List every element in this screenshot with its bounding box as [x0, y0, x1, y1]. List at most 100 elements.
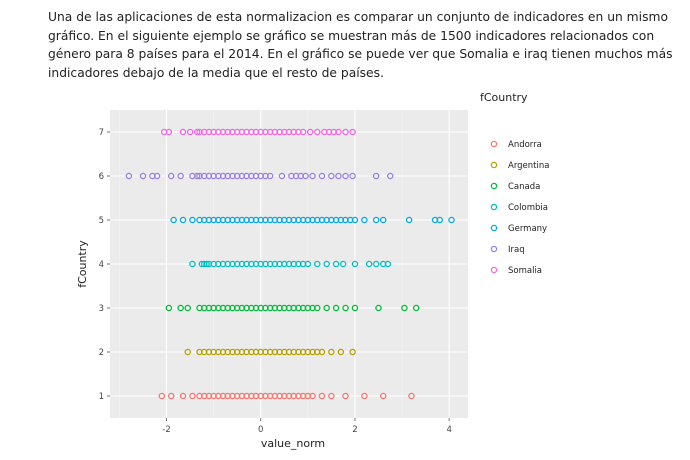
data-point: [203, 260, 210, 268]
legend-marker: [490, 140, 498, 148]
data-point: [186, 128, 194, 136]
data-point: [167, 172, 175, 180]
data-point: [179, 216, 187, 224]
data-point: [179, 128, 187, 136]
data-point: [193, 172, 201, 180]
data-point: [167, 392, 175, 400]
legend: fCountry Andorra Argentina Canada Colombia G…: [480, 91, 549, 276]
data-point: [189, 216, 196, 224]
data-point: [379, 216, 387, 224]
data-point: [309, 392, 316, 400]
data-point: [339, 260, 347, 268]
data-point: [318, 392, 326, 400]
data-point: [193, 128, 201, 136]
data-point: [332, 304, 340, 312]
data-point: [318, 348, 326, 356]
data-point: [306, 128, 314, 136]
data-point: [184, 348, 191, 356]
data-point: [349, 128, 356, 136]
data-point: [342, 392, 349, 400]
x-axis-title: value_norm: [261, 437, 325, 450]
legend-label: Argentina: [508, 161, 549, 171]
data-point: [179, 392, 187, 400]
series-andorra: [158, 392, 415, 400]
legend-label: Iraq: [508, 245, 525, 255]
legend-marker: [490, 245, 498, 253]
data-point: [266, 172, 274, 180]
data-point: [335, 172, 342, 180]
data-point: [361, 216, 368, 224]
data-point: [165, 128, 173, 136]
y-axis-title: fCountry: [76, 240, 89, 288]
x-tick-label: 2: [352, 425, 357, 435]
data-point: [387, 172, 394, 180]
legend-label: Germany: [508, 224, 547, 234]
x-tick-label: 0: [258, 425, 263, 435]
y-tick-label: 2: [99, 348, 104, 358]
series-colombia: [189, 260, 392, 268]
legend-label: Canada: [508, 182, 540, 192]
y-tick-label: 7: [99, 128, 104, 138]
data-point: [328, 392, 335, 400]
legend-label: Colombia: [508, 203, 548, 213]
data-point: [379, 392, 387, 400]
data-point: [323, 304, 330, 312]
data-point: [189, 392, 196, 400]
x-tick-label: -2: [162, 425, 170, 435]
x-tick-label: 4: [446, 425, 451, 435]
data-point: [342, 304, 349, 312]
y-tick-label: 1: [99, 392, 104, 402]
data-point: [323, 260, 330, 268]
data-point: [177, 304, 184, 312]
data-point: [349, 348, 356, 356]
intro-paragraph: Una de las aplicaciones de esta normaliz…: [48, 10, 673, 80]
data-point: [375, 304, 382, 312]
y-tick-label: 3: [99, 304, 104, 314]
data-point: [189, 260, 196, 268]
data-point: [332, 260, 340, 268]
y-tick-label: 5: [99, 216, 104, 226]
data-point: [139, 172, 147, 180]
grid-lines: [110, 110, 468, 418]
series-iraq: [125, 172, 394, 180]
data-point: [351, 304, 359, 312]
data-point: [448, 216, 455, 224]
data-point: [328, 172, 335, 180]
data-point: [401, 304, 408, 312]
data-point: [365, 260, 373, 268]
data-point: [372, 172, 380, 180]
legend-marker: [490, 224, 498, 232]
data-point: [337, 348, 345, 356]
legend-marker: [490, 203, 498, 211]
data-point: [278, 172, 286, 180]
legend-marker: [490, 161, 498, 169]
data-point: [153, 172, 161, 180]
data-point: [342, 128, 349, 136]
data-point: [351, 216, 359, 224]
data-point: [349, 172, 356, 180]
data-point: [302, 172, 309, 180]
x-axis-ticks: -2 0 2 4: [162, 418, 452, 435]
data-point: [361, 392, 368, 400]
data-point: [158, 392, 166, 400]
data-point: [342, 172, 349, 180]
data-point: [335, 128, 342, 136]
data-point: [372, 216, 380, 224]
legend-title: fCountry: [480, 91, 528, 104]
series-somalia: [160, 128, 356, 136]
legend-label: Andorra: [508, 140, 542, 150]
data-point: [405, 216, 413, 224]
y-tick-label: 4: [99, 260, 104, 270]
data-point: [412, 304, 420, 312]
data-point: [351, 260, 359, 268]
data-point: [177, 172, 184, 180]
legend-marker: [490, 182, 498, 190]
data-point: [408, 392, 415, 400]
series-argentina: [184, 348, 356, 356]
data-point: [125, 172, 133, 180]
data-point: [436, 216, 443, 224]
y-tick-label: 6: [99, 172, 104, 182]
y-axis-ticks: 1 2 3 4 5 6 7: [99, 128, 110, 402]
series-germany: [170, 216, 455, 224]
